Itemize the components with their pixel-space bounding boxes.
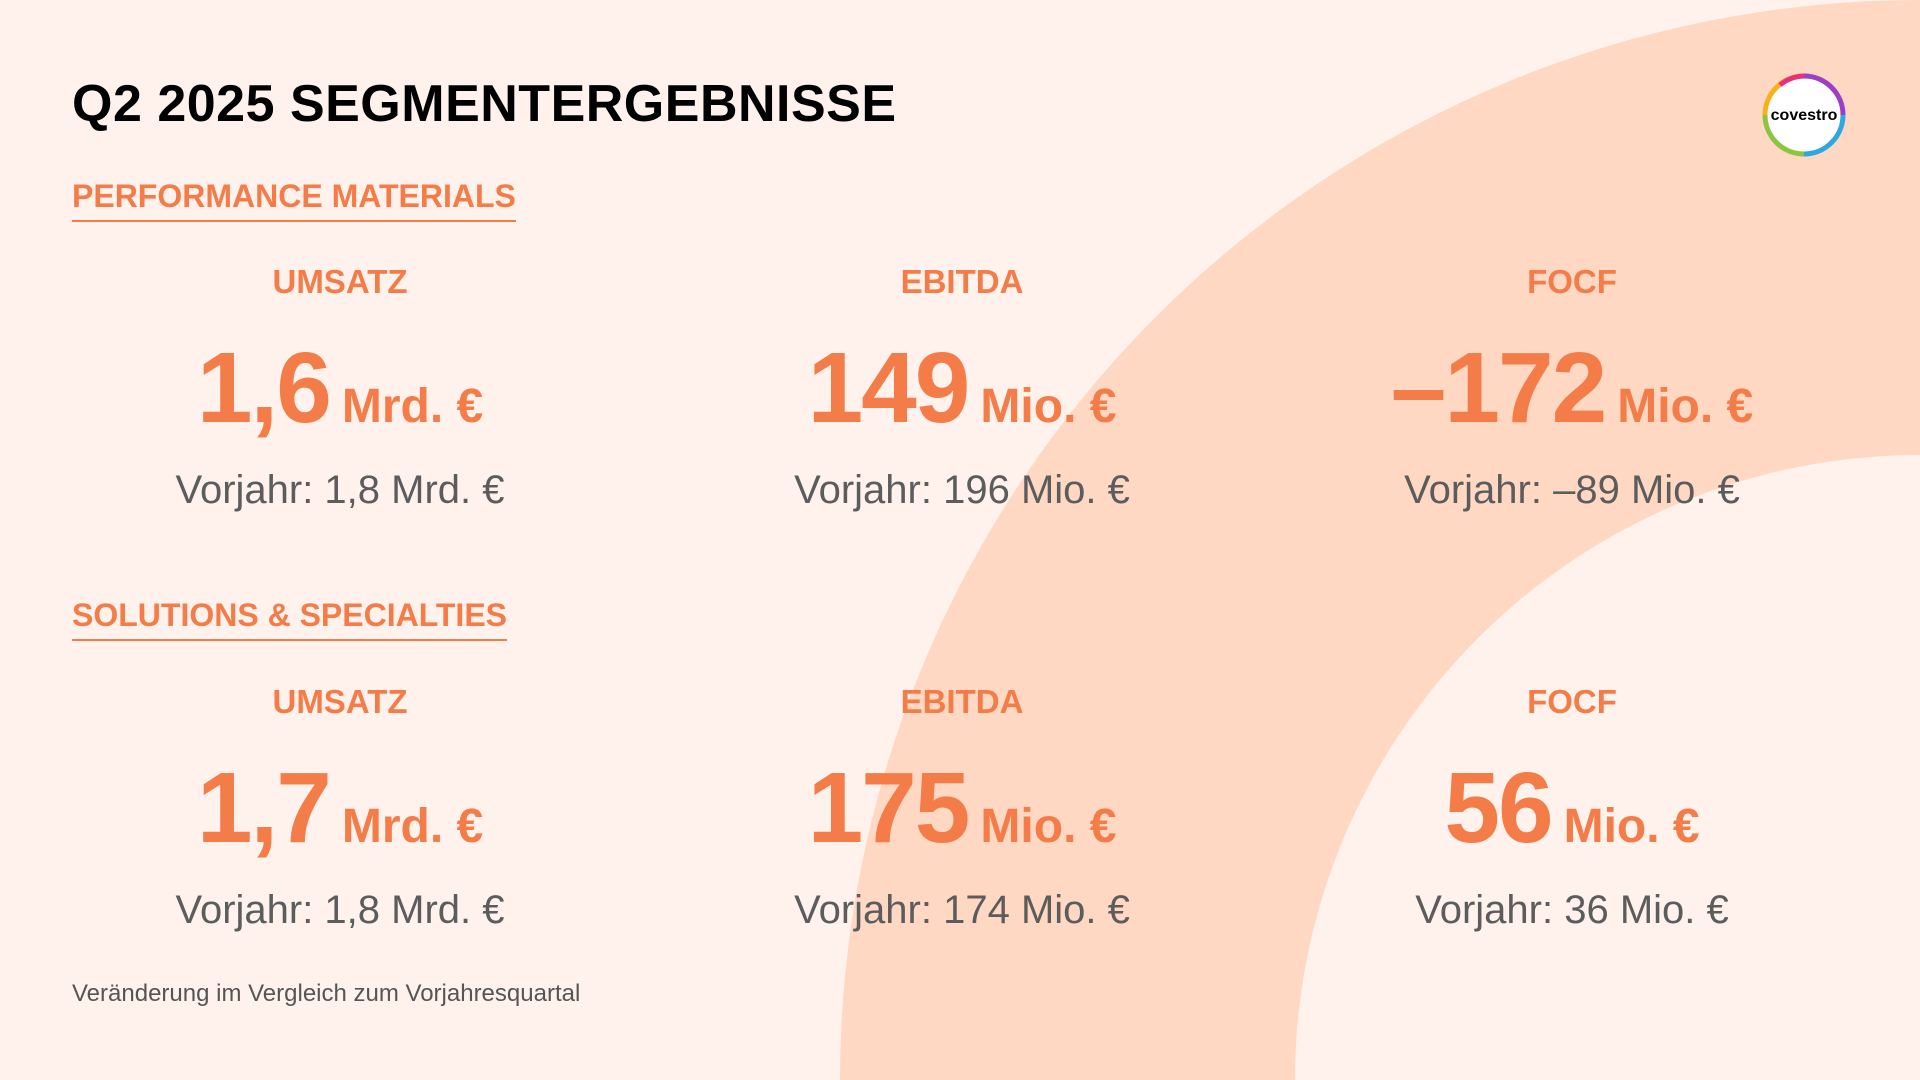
kpi-pm-ebitda: EBITDA 149 Mio. € Vorjahr: 196 Mio. € — [652, 262, 1272, 514]
segment-heading-solutions-specialties: SOLUTIONS & SPECIALTIES — [72, 597, 507, 641]
kpi-unit: Mio. € — [980, 380, 1117, 433]
kpi-unit: Mio. € — [1617, 380, 1754, 433]
kpi-unit: Mio. € — [1563, 800, 1700, 853]
kpi-label: FOCF — [1527, 263, 1617, 300]
kpi-prior-year: Vorjahr: 1,8 Mrd. € — [175, 468, 505, 512]
kpi-value-row: 175 Mio. € — [652, 758, 1272, 858]
kpi-value-row: 1,7 Mrd. € — [30, 758, 650, 858]
kpi-value-row: 56 Mio. € — [1262, 758, 1882, 858]
kpi-pm-focf: FOCF –172 Mio. € Vorjahr: –89 Mio. € — [1262, 262, 1882, 514]
kpi-unit: Mio. € — [980, 800, 1117, 853]
kpi-label: FOCF — [1527, 683, 1617, 720]
kpi-value: 1,6 — [196, 332, 332, 444]
kpi-unit: Mrd. € — [341, 800, 484, 853]
kpi-ss-umsatz: UMSATZ 1,7 Mrd. € Vorjahr: 1,8 Mrd. € — [30, 682, 650, 934]
kpi-pm-umsatz: UMSATZ 1,6 Mrd. € Vorjahr: 1,8 Mrd. € — [30, 262, 650, 514]
logo-wordmark: covestro — [1771, 107, 1838, 124]
segment-heading-performance-materials: PERFORMANCE MATERIALS — [72, 178, 516, 222]
kpi-ss-focf: FOCF 56 Mio. € Vorjahr: 36 Mio. € — [1262, 682, 1882, 934]
slide-title: Q2 2025 SEGMENTERGEBNISSE — [72, 75, 897, 133]
kpi-value: 56 — [1444, 752, 1553, 864]
kpi-prior-year: Vorjahr: 196 Mio. € — [794, 468, 1130, 512]
kpi-unit: Mrd. € — [341, 380, 484, 433]
kpi-label: UMSATZ — [272, 263, 408, 300]
kpi-value-row: –172 Mio. € — [1262, 338, 1882, 438]
kpi-prior-year: Vorjahr: 1,8 Mrd. € — [175, 888, 505, 932]
kpi-prior-year: Vorjahr: 36 Mio. € — [1415, 888, 1729, 932]
kpi-value: 149 — [807, 332, 971, 444]
covestro-ring-icon: covestro — [1762, 73, 1846, 157]
covestro-logo: covestro — [1760, 71, 1848, 159]
kpi-value-row: 149 Mio. € — [652, 338, 1272, 438]
kpi-value: –172 — [1390, 332, 1607, 444]
kpi-value: 175 — [807, 752, 971, 864]
kpi-prior-year: Vorjahr: –89 Mio. € — [1404, 468, 1740, 512]
kpi-label: EBITDA — [900, 683, 1024, 720]
footnote: Veränderung im Vergleich zum Vorjahresqu… — [72, 980, 581, 1007]
kpi-label: UMSATZ — [272, 683, 408, 720]
kpi-value-row: 1,6 Mrd. € — [30, 338, 650, 438]
kpi-prior-year: Vorjahr: 174 Mio. € — [794, 888, 1130, 932]
kpi-ss-ebitda: EBITDA 175 Mio. € Vorjahr: 174 Mio. € — [652, 682, 1272, 934]
kpi-value: 1,7 — [196, 752, 332, 864]
kpi-label: EBITDA — [900, 263, 1024, 300]
